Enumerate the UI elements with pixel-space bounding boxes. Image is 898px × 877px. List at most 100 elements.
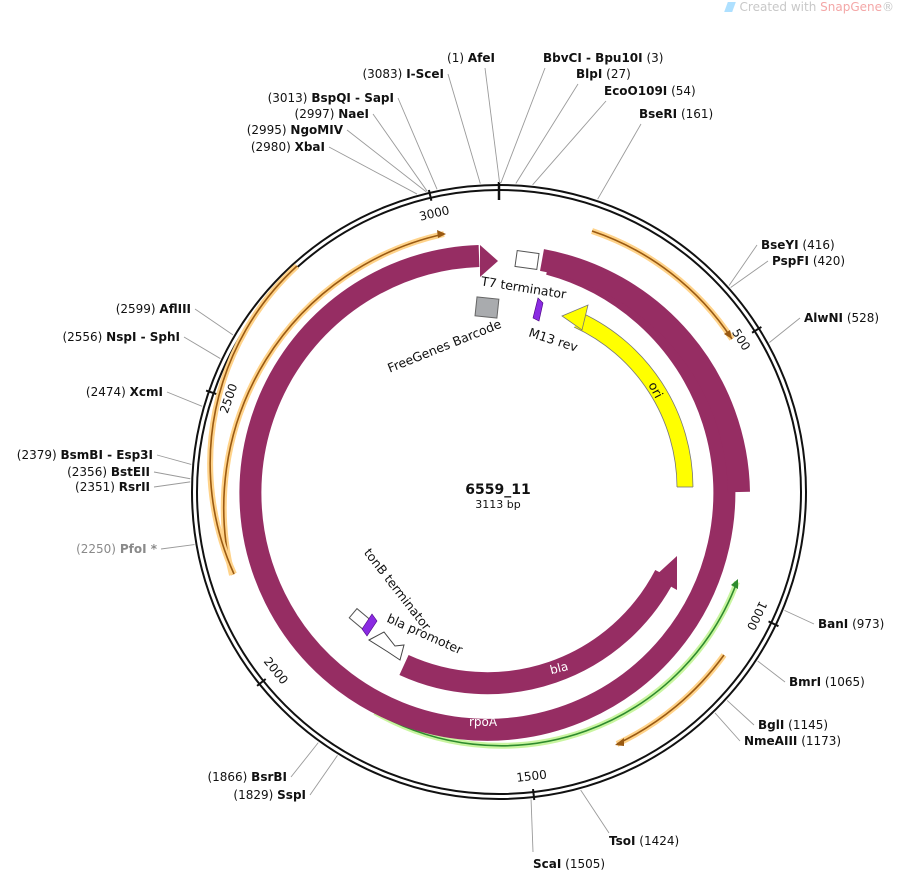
enzyme-name: EcoO109I	[604, 84, 667, 98]
ori-arc	[574, 312, 693, 488]
position-tick	[256, 678, 267, 687]
enzyme-name: BstEII	[111, 465, 150, 479]
primer-icon	[361, 613, 378, 637]
enzyme-leader-line	[156, 454, 192, 465]
enzyme-site-xcmi[interactable]: (2474) XcmI	[86, 385, 163, 399]
svg-text:(2995) NgoMIV: (2995) NgoMIV	[247, 123, 344, 137]
m13-rev-primer-icon	[532, 297, 544, 322]
enzyme-name: ScaI	[533, 857, 561, 871]
enzyme-position: (161)	[681, 107, 713, 121]
enzyme-site-nspi-sphi[interactable]: (2556) NspI - SphI	[62, 330, 180, 344]
watermark-prefix: Created with	[739, 0, 821, 14]
enzyme-position: (3)	[646, 51, 663, 65]
enzyme-site-afliii[interactable]: (2599) AflIII	[116, 302, 191, 316]
enzyme-leader-line	[580, 789, 610, 834]
arc-orange-left	[222, 233, 445, 576]
svg-text:TsoI (1424): TsoI (1424)	[609, 834, 679, 848]
enzyme-position: (973)	[852, 617, 884, 631]
enzyme-name: AlwNI	[804, 311, 843, 325]
svg-text:NmeAIII (1173): NmeAIII (1173)	[744, 734, 841, 748]
enzyme-position: (420)	[813, 254, 845, 268]
feature-m13-rev[interactable]: M13 rev	[527, 297, 580, 355]
enzyme-site-bmri[interactable]: BmrI (1065)	[789, 675, 865, 689]
enzyme-site-ecoo109i[interactable]: EcoO109I (54)	[604, 84, 696, 98]
arc-arrowhead-icon	[437, 230, 446, 238]
m13-rev-label: M13 rev	[527, 325, 580, 355]
svg-text:ScaI (1505): ScaI (1505)	[533, 857, 605, 871]
enzyme-site-bseri[interactable]: BseRI (161)	[639, 107, 713, 121]
enzyme-position: (1)	[447, 51, 464, 65]
tick-label: 1500	[516, 767, 548, 784]
enzyme-position: (2599)	[116, 302, 156, 316]
enzyme-leader-line	[714, 712, 741, 742]
feature-freegenes-barcode[interactable]: FreeGenes Barcode	[385, 296, 504, 376]
feature-bla[interactable]: bla	[399, 556, 677, 695]
watermark-mark: ®	[882, 0, 894, 14]
plasmid-name: 6559_11	[465, 482, 530, 498]
enzyme-site-bani[interactable]: BanI (973)	[818, 617, 884, 631]
enzyme-site-bseyi[interactable]: BseYI (416)	[761, 238, 835, 252]
enzyme-site-bsteii[interactable]: (2356) BstEII	[67, 465, 150, 479]
enzyme-leader-line	[757, 660, 786, 683]
enzyme-site-blpi[interactable]: BlpI (27)	[576, 67, 631, 81]
enzyme-name: BmrI	[789, 675, 821, 689]
enzyme-site-tsoi[interactable]: TsoI (1424)	[609, 834, 679, 848]
enzyme-name: XcmI	[130, 385, 163, 399]
enzyme-leader-line	[290, 742, 319, 778]
enzyme-site-bbvci-bpu10i[interactable]: BbvCI - Bpu10I (3)	[543, 51, 663, 65]
enzyme-name: NmeAIII	[744, 734, 797, 748]
enzyme-site-sspi[interactable]: (1829) SspI	[233, 788, 306, 802]
enzyme-position: (1505)	[565, 857, 605, 871]
enzyme-site-scai[interactable]: ScaI (1505)	[533, 857, 605, 871]
enzyme-name: NgoMIV	[290, 123, 343, 137]
enzyme-position: (1866)	[207, 770, 247, 784]
feature-ori[interactable]: ori	[561, 304, 694, 488]
svg-text:BseRI (161): BseRI (161)	[639, 107, 713, 121]
enzyme-site-i-scei[interactable]: (3083) I-SceI	[362, 67, 444, 81]
svg-text:(2351) RsrII: (2351) RsrII	[75, 480, 150, 494]
enzyme-site-bgli[interactable]: BglI (1145)	[758, 718, 828, 732]
enzyme-name: AfeI	[468, 51, 495, 65]
ori-label: ori	[646, 379, 667, 400]
enzyme-site-pspfi[interactable]: PspFI (420)	[772, 254, 845, 268]
bla-promoter-arrow-icon	[368, 631, 405, 661]
enzyme-leader-line	[183, 336, 221, 359]
enzyme-position: (1424)	[639, 834, 679, 848]
position-tick	[205, 389, 217, 396]
t7-terminator-label: T7 terminator	[479, 273, 568, 302]
enzyme-position: (1065)	[825, 675, 865, 689]
enzyme-leader-line	[728, 244, 758, 286]
enzyme-site-afei[interactable]: (1) AfeI	[447, 51, 495, 65]
tick-label: 3000	[418, 203, 451, 224]
enzyme-site-pfoi-[interactable]: (2250) PfoI *	[76, 542, 158, 556]
feature-rpoA[interactable]: rpoA	[239, 245, 750, 741]
svg-text:(3013) BspQI - SapI: (3013) BspQI - SapI	[268, 91, 394, 105]
enzyme-name: I-SceI	[406, 67, 444, 81]
enzyme-leader-line	[153, 481, 191, 488]
enzyme-name: BsmBI - Esp3I	[61, 448, 153, 462]
rpoA-arc-right	[540, 249, 750, 493]
enzyme-leader-line	[500, 67, 546, 184]
enzyme-leader-line	[784, 609, 815, 625]
enzyme-name: RsrII	[119, 480, 150, 494]
enzyme-site-xbai[interactable]: (2980) XbaI	[251, 140, 325, 154]
enzyme-name: BseRI	[639, 107, 677, 121]
svg-text:(2474) XcmI: (2474) XcmI	[86, 385, 163, 399]
enzyme-site-ngomiv[interactable]: (2995) NgoMIV	[247, 123, 344, 137]
svg-text:(2356) BstEII: (2356) BstEII	[67, 465, 150, 479]
bla-arc	[399, 569, 675, 695]
enzyme-site-bsrbi[interactable]: (1866) BsrBI	[207, 770, 287, 784]
enzyme-site-bspqi-sapi[interactable]: (3013) BspQI - SapI	[268, 91, 394, 105]
enzyme-position: (2379)	[17, 448, 57, 462]
enzyme-name: AflIII	[159, 302, 191, 316]
enzyme-site-alwni[interactable]: AlwNI (528)	[804, 311, 879, 325]
enzyme-site-rsrii[interactable]: (2351) RsrII	[75, 480, 150, 494]
enzyme-site-bsmbi-esp3i[interactable]: (2379) BsmBI - Esp3I	[17, 448, 153, 462]
enzyme-site-nmeaiii[interactable]: NmeAIII (1173)	[744, 734, 841, 748]
enzyme-name: BspQI - SapI	[311, 91, 394, 105]
arc-orange-top-right	[591, 230, 733, 340]
enzyme-leader-line	[153, 471, 191, 480]
svg-text:BglI (1145): BglI (1145)	[758, 718, 828, 732]
enzyme-site-naei[interactable]: (2997) NaeI	[295, 107, 369, 121]
enzyme-leader-lines	[153, 67, 815, 853]
